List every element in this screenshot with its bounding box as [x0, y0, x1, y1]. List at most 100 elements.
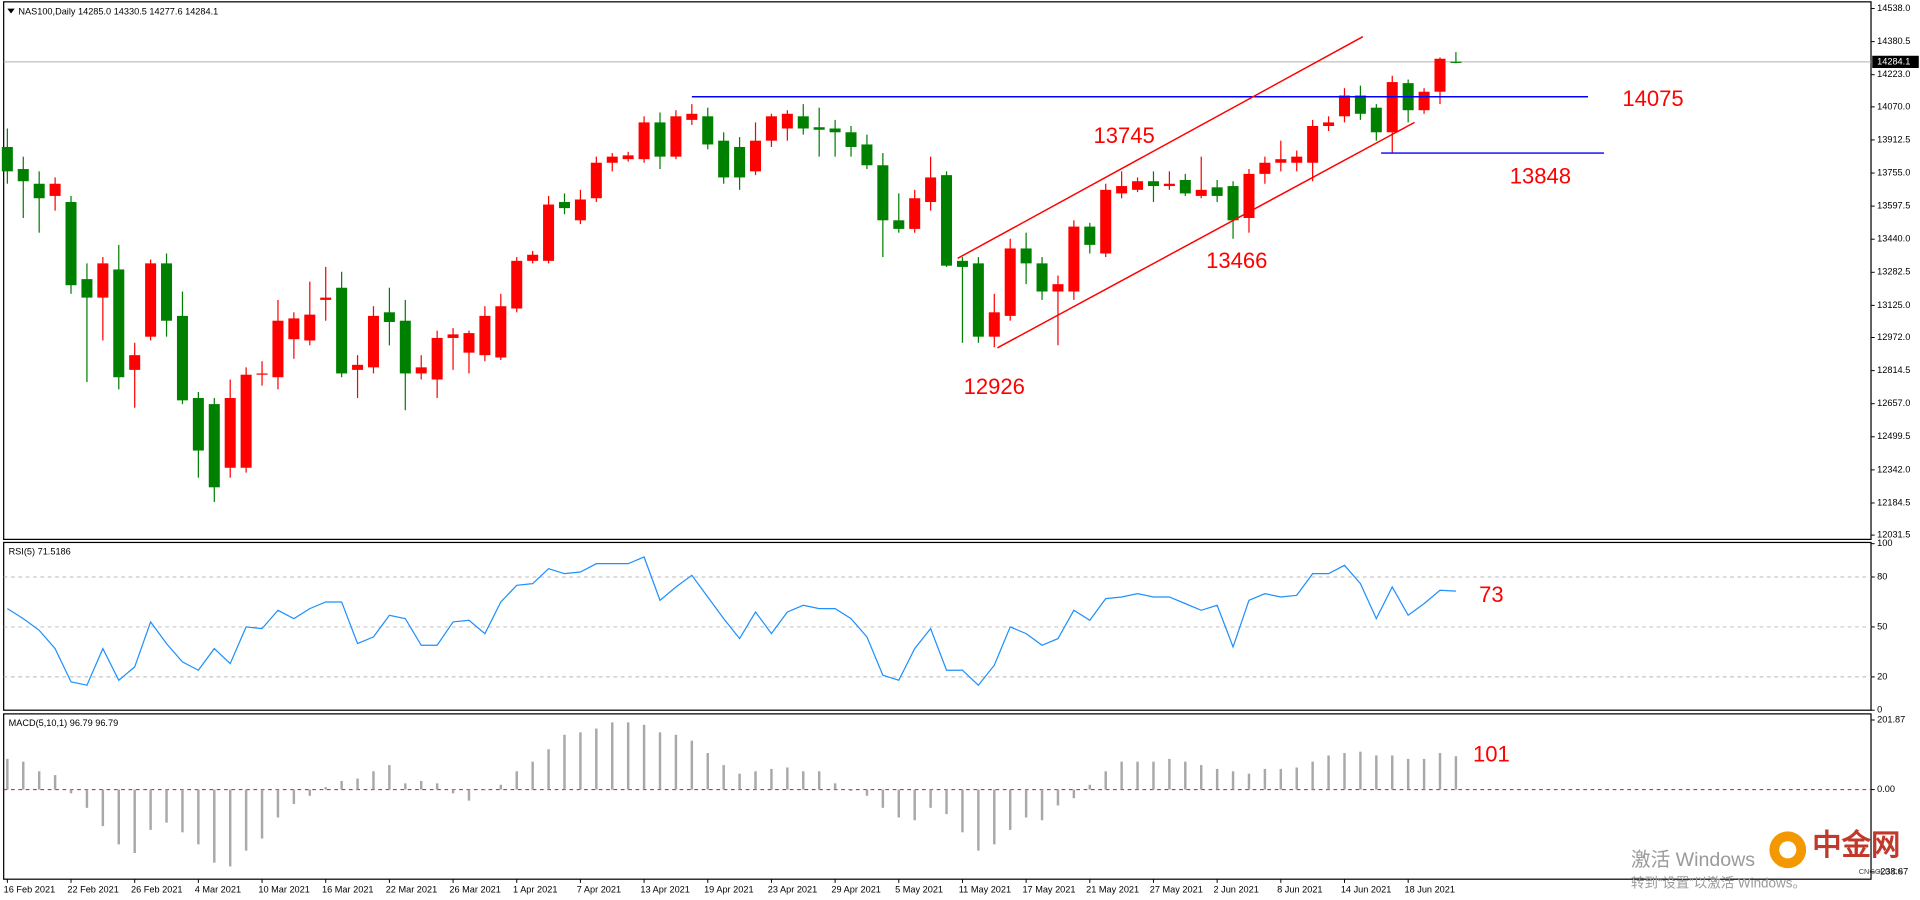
macd-bar	[1088, 784, 1092, 790]
candle-body	[1116, 186, 1128, 194]
x-tick-label: 10 Mar 2021	[258, 885, 310, 895]
candle-body	[941, 175, 953, 266]
y-tick-label: 12031.5	[1877, 530, 1910, 540]
macd-bar	[420, 780, 423, 790]
candle-body	[1211, 187, 1223, 196]
candle-body	[511, 260, 523, 309]
candle-body	[463, 333, 475, 353]
candle-body	[431, 337, 443, 380]
candle-body	[877, 165, 889, 221]
macd-bar	[85, 789, 89, 808]
macd-bar	[1200, 765, 1203, 790]
candle-body	[256, 373, 268, 375]
candle-body	[1147, 181, 1159, 187]
macd-bar	[833, 783, 837, 790]
macd-bar	[786, 767, 789, 790]
candle-body	[176, 315, 188, 401]
candle-body	[1291, 156, 1303, 163]
y-tick-label: 20	[1877, 671, 1887, 681]
y-tick-label: 12814.5	[1877, 365, 1910, 375]
candle-body	[1132, 181, 1144, 190]
macd-bar	[865, 789, 869, 796]
watermark-line1: 激活 Windows	[1631, 849, 1755, 871]
x-tick-label: 2 Jun 2021	[1213, 885, 1258, 895]
y-tick-label: 13282.5	[1877, 267, 1910, 277]
candle-body	[208, 404, 220, 488]
macd-bar	[817, 771, 821, 790]
y-tick-label: 14538.0	[1877, 3, 1910, 13]
macd-bar	[977, 789, 980, 851]
x-tick-label: 26 Feb 2021	[131, 885, 183, 895]
x-tick-label: 18 Jun 2021	[1404, 885, 1455, 895]
macd-bar	[1072, 789, 1076, 799]
candle-body	[97, 263, 109, 298]
main-panel	[3, 1, 1872, 540]
candle-body	[1259, 162, 1271, 174]
candle-body	[1179, 179, 1191, 194]
y-tick-label: -238.67	[1877, 866, 1908, 876]
candle-body	[1418, 91, 1430, 111]
candle-body	[383, 312, 395, 322]
x-tick-label: 17 May 2021	[1022, 885, 1075, 895]
annotation: 101	[1473, 741, 1510, 766]
candle-body	[1020, 248, 1032, 264]
x-tick-label: 13 Apr 2021	[640, 885, 689, 895]
y-tick-label: 12657.0	[1877, 398, 1910, 408]
candle-body	[1, 146, 13, 172]
watermark-line2: 转到“设置”以激活 Windows。	[1631, 876, 1806, 891]
candle-body	[272, 320, 284, 378]
logo-subtext: CNGOLD.CN	[1859, 867, 1903, 876]
y-tick-label: 12972.0	[1877, 332, 1910, 342]
annotation: 13848	[1510, 163, 1571, 188]
x-tick-label: 22 Mar 2021	[386, 885, 438, 895]
macd-bar	[37, 771, 41, 790]
annotation: 12926	[964, 374, 1025, 399]
candle-body	[495, 306, 507, 358]
x-tick-label: 1 Apr 2021	[513, 885, 557, 895]
candle-body	[638, 122, 650, 160]
annotation: 13466	[1206, 248, 1267, 273]
macd-bar	[53, 775, 57, 790]
macd-bar	[1168, 758, 1171, 790]
candle-body	[574, 199, 586, 221]
candle-body	[606, 156, 618, 163]
candle-body	[1450, 61, 1462, 63]
trend-line	[957, 36, 1364, 259]
x-tick-label: 8 Jun 2021	[1277, 885, 1322, 895]
candle-body	[415, 367, 427, 374]
logo-icon-inner	[1779, 841, 1797, 859]
candle-body	[654, 122, 666, 157]
macd-bar	[563, 734, 566, 790]
macd-bar	[292, 789, 296, 805]
y-tick-label: 12184.5	[1877, 497, 1910, 507]
macd-bar	[483, 789, 487, 791]
x-tick-label: 14 Jun 2021	[1341, 885, 1392, 895]
macd-bar	[1104, 771, 1107, 790]
macd-bar	[1231, 771, 1235, 790]
candle-body	[1004, 248, 1016, 316]
x-tick-label: 4 Mar 2021	[195, 885, 241, 895]
candle-body	[590, 162, 602, 199]
candle-body	[543, 204, 555, 261]
candle-body	[972, 263, 984, 337]
candle-body	[1243, 173, 1255, 218]
macd-bar	[1438, 753, 1442, 790]
macd-bar	[228, 789, 232, 867]
candle-body	[1227, 186, 1239, 221]
candle-body	[336, 287, 348, 374]
x-tick-label: 29 Apr 2021	[831, 885, 880, 895]
macd-bar	[149, 789, 152, 830]
macd-bar	[1327, 755, 1330, 790]
candle-body	[956, 260, 968, 267]
macd-panel	[3, 713, 1872, 880]
macd-bar	[1056, 789, 1060, 806]
candle-body	[527, 254, 539, 261]
candle-body	[352, 364, 364, 370]
macd-bar	[22, 761, 25, 790]
candle-body	[129, 355, 141, 370]
macd-bar	[674, 734, 678, 790]
candle-body	[49, 183, 61, 196]
candle-body	[113, 269, 125, 378]
macd-bar	[929, 789, 932, 808]
